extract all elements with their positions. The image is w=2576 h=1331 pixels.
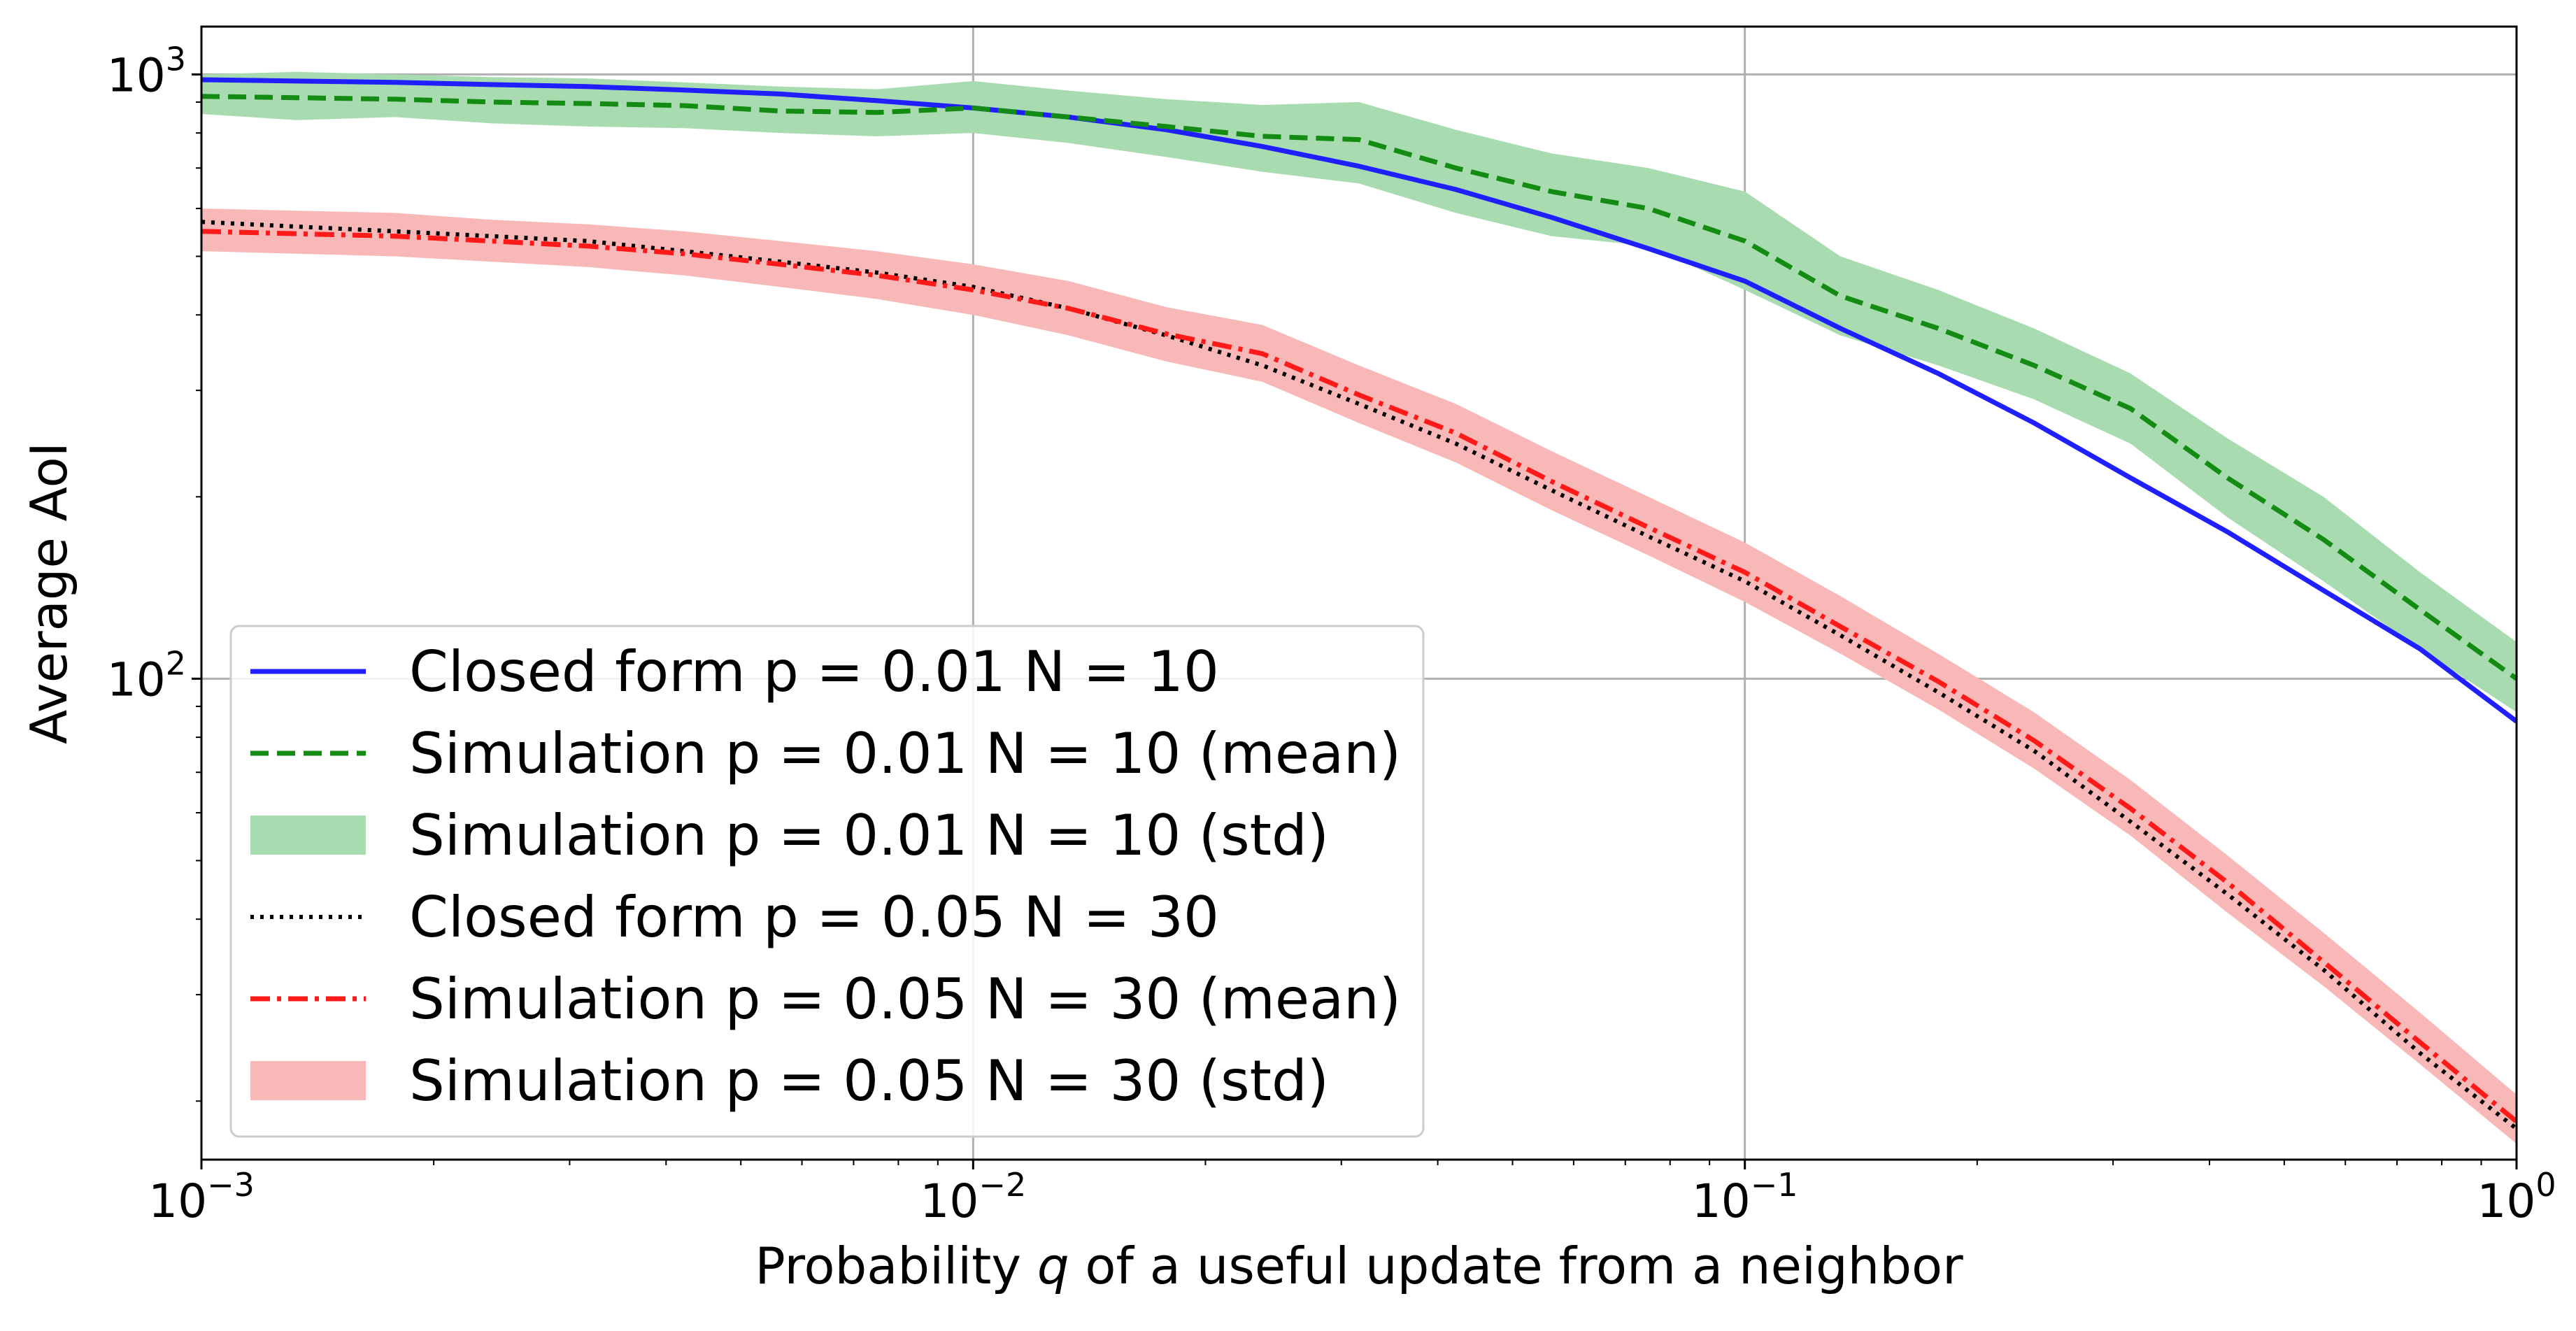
- legend-label-3: Closed form p = 0.05 N = 30: [409, 885, 1219, 950]
- legend-swatch-2: [250, 816, 366, 855]
- series-line-0: [201, 77, 2519, 724]
- legend: Closed form p = 0.01 N = 10 Simulation p …: [229, 625, 1425, 1138]
- plot-frame: [200, 25, 2518, 1161]
- x-axis-label: Probability q of a useful update from a …: [755, 1237, 1963, 1295]
- legend-swatch-5: [250, 1061, 366, 1100]
- y-tick-label-0: 102: [107, 644, 186, 706]
- legend-label-2: Simulation p = 0.01 N = 10 (std): [409, 803, 1329, 868]
- series-line-2: [201, 220, 2518, 1131]
- legend-label-1: Simulation p = 0.01 N = 10 (mean): [409, 721, 1401, 786]
- legend-label-0: Closed form p = 0.01 N = 10: [409, 639, 1219, 704]
- axis-ticks: 10−3 10−2 10−1 100 102 103: [107, 40, 2556, 1228]
- series-line-1: [201, 94, 2519, 681]
- legend-label-5: Simulation p = 0.05 N = 30 (std): [409, 1048, 1329, 1113]
- series-lines: [201, 77, 2519, 1131]
- y-tick-label-1: 103: [107, 40, 186, 102]
- legend-box: [229, 625, 1425, 1138]
- x-tick-label-1: 10−2: [920, 1166, 1026, 1228]
- series-line-3: [201, 229, 2519, 1124]
- x-tick-label-0: 10−3: [148, 1166, 255, 1228]
- x-tick-label-3: 100: [2477, 1166, 2556, 1228]
- x-tick-label-2: 10−1: [1692, 1166, 1798, 1228]
- y-axis-label: Average AoI: [20, 442, 78, 744]
- legend-label-4: Simulation p = 0.05 N = 30 (mean): [409, 967, 1401, 1032]
- std-band-0: [201, 71, 2517, 713]
